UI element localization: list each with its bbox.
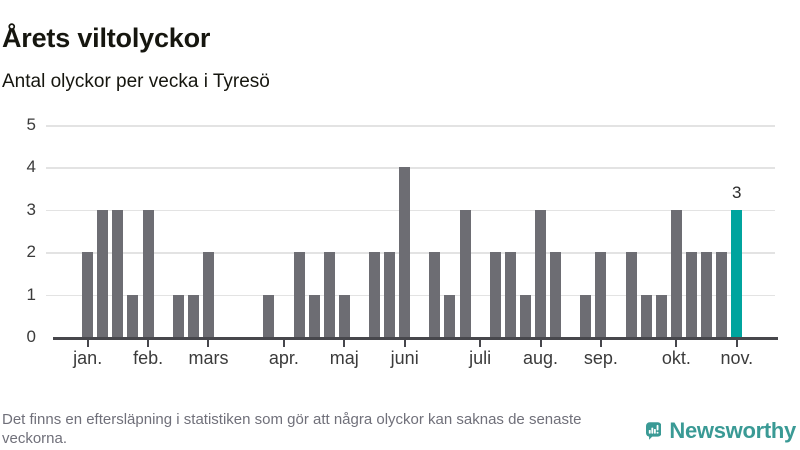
x-axis-label: apr. [268, 348, 299, 368]
x-axis-line [53, 337, 778, 340]
footnote: Det finns en eftersläpning i statistiken… [2, 411, 582, 447]
bar [429, 252, 441, 337]
gridline [46, 167, 775, 169]
bar [595, 252, 607, 337]
newsworthy-logo-text: Newsworthy [669, 418, 796, 443]
bar-value-label: 3 [732, 182, 742, 202]
y-axis-label: 2 [26, 242, 36, 262]
y-axis-label: 4 [26, 157, 36, 177]
bar [263, 294, 275, 337]
x-axis-tick [343, 339, 346, 347]
bar [459, 209, 471, 337]
bar [82, 252, 94, 337]
bar [625, 252, 637, 337]
x-axis-label: maj [329, 348, 359, 368]
bar [701, 252, 713, 337]
x-axis-label: okt. [661, 348, 691, 368]
bar [338, 294, 350, 337]
bar [550, 252, 562, 337]
x-axis-label: jan. [73, 348, 103, 368]
x-axis-tick [86, 339, 89, 347]
bar [686, 252, 697, 337]
x-axis-tick [147, 339, 150, 347]
x-axis-label: juli [469, 348, 492, 368]
bar [655, 294, 667, 337]
bar [127, 294, 139, 337]
bar [519, 294, 531, 337]
y-axis-label: 5 [26, 115, 36, 134]
bar [369, 252, 380, 337]
chart-title: Årets viltolyckor [2, 23, 211, 54]
bar [716, 252, 728, 337]
newsworthy-logo: Newsworthy [646, 413, 796, 449]
bar [504, 252, 516, 337]
bar [444, 294, 456, 337]
y-axis-label: 0 [26, 327, 36, 346]
bar [142, 209, 154, 337]
y-axis-label: 3 [26, 199, 36, 219]
x-axis-tick [539, 339, 542, 347]
bar [187, 294, 199, 337]
bar [172, 294, 184, 337]
bar [640, 294, 652, 337]
bar [97, 209, 109, 337]
gridline [46, 125, 775, 127]
gridline [46, 294, 775, 297]
bar [293, 252, 305, 337]
bar [323, 252, 335, 337]
y-axis-label: 1 [26, 284, 36, 304]
bar [308, 294, 320, 337]
newsworthy-logo-icon [646, 422, 662, 440]
chart-subtitle: Antal olyckor per vecka i Tyresö [2, 71, 270, 92]
x-axis-label: sep. [583, 348, 618, 368]
gridline [46, 252, 775, 254]
x-axis-tick [403, 339, 406, 347]
bar [202, 252, 214, 337]
bar [384, 252, 396, 337]
x-axis-tick [479, 339, 482, 347]
bar [535, 209, 547, 337]
bar [399, 167, 411, 337]
bar [112, 209, 124, 337]
x-axis-label: feb. [133, 348, 164, 368]
x-axis-tick [675, 339, 678, 347]
x-axis-tick [207, 339, 210, 347]
x-axis-label: nov. [720, 348, 754, 368]
gridline [46, 209, 775, 212]
bar [489, 252, 501, 337]
x-axis-label: aug. [523, 348, 559, 368]
x-axis-tick [599, 339, 602, 347]
x-axis-tick [282, 339, 285, 347]
x-axis-tick [735, 339, 738, 347]
highlighted-bar [731, 209, 743, 337]
bar [580, 294, 592, 337]
x-axis-label: mars [188, 348, 229, 368]
bar [670, 209, 682, 337]
x-axis-label: juni [390, 348, 419, 368]
